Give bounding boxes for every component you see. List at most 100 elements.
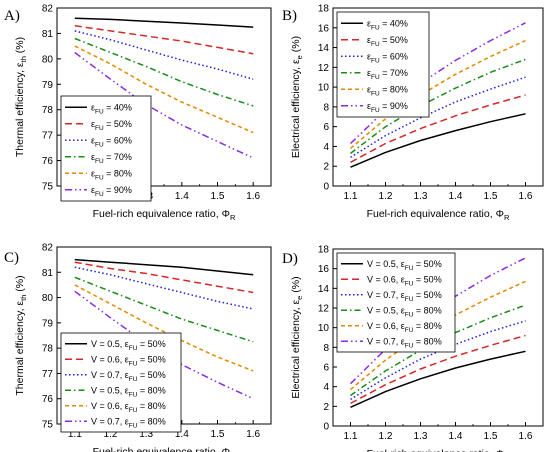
y-tick-label: 78 <box>42 105 54 116</box>
legend-box <box>60 332 182 433</box>
series-line <box>350 58 526 154</box>
y-axis-label: Electrical efficiency, εe (%) <box>290 36 304 158</box>
legend-entry: V = 0.5, εFU = 80% <box>367 305 442 318</box>
series-line <box>74 290 254 400</box>
panel-a: A)1.11.21.31.41.51.67576777879808182Fuel… <box>4 4 272 222</box>
legend-entry: V = 0.7, εFU = 50% <box>91 370 166 383</box>
x-tick-label: 1.2 <box>379 431 393 442</box>
x-tick-label: 1.4 <box>175 429 189 440</box>
legend-entry: εFU = 40% <box>91 102 132 115</box>
series-line <box>74 284 254 372</box>
y-tick-label: 12 <box>318 304 330 315</box>
panel-letter: B) <box>282 8 297 24</box>
legend-entry: εFU = 70% <box>367 68 408 81</box>
y-tick-label: 75 <box>42 182 54 193</box>
y-tick-label: 77 <box>42 131 54 142</box>
series-line <box>74 266 254 310</box>
y-tick-label: 14 <box>318 284 330 295</box>
legend-entry: V = 0.7, εFU = 50% <box>367 290 442 303</box>
x-tick-label: 1.1 <box>68 429 82 440</box>
legend-entry: εFU = 80% <box>91 168 132 181</box>
panel-d: D) 1.1 1.2 1.3 1.4 1.5 1.6 0 2 4 6 8 10 12 14 16 18 Fuel-… <box>282 245 544 452</box>
y-tick-label: 79 <box>42 318 54 329</box>
series-line <box>350 350 526 408</box>
legend-entry: εFU = 70% <box>91 152 132 165</box>
legend-box <box>336 252 456 353</box>
y-tick-label: 78 <box>42 344 54 355</box>
y-axis-label: Thermal efficiency, εth (%) <box>14 37 28 157</box>
x-tick-label: 1.5 <box>211 191 225 202</box>
y-tick-label: 81 <box>42 268 54 279</box>
legend-entry: εFU = 90% <box>91 185 132 198</box>
legend-box <box>60 95 152 202</box>
y-tick-label: 76 <box>42 394 54 405</box>
x-tick-label: 1.5 <box>211 429 225 440</box>
series-line <box>74 51 254 159</box>
y-tick-label: 18 <box>318 245 330 256</box>
legend-box <box>336 11 430 118</box>
y-tick-label: 82 <box>42 243 54 254</box>
series-line <box>350 39 526 149</box>
legend-entry: V = 0.6, εFU = 80% <box>91 401 166 414</box>
x-tick-label: 1.4 <box>449 431 463 442</box>
panel-letter: C) <box>4 250 19 266</box>
legend-entry: εFU = 60% <box>367 51 408 64</box>
y-tick-label: 82 <box>42 4 54 15</box>
panel-c: C) 1.1 1.2 1.3 1.4 1.5 1.6 75 76 77 78 79 80 81 82 Fuel… <box>4 243 272 452</box>
x-tick-label: 1.4 <box>449 191 463 202</box>
legend-entry: εFU = 50% <box>91 119 132 132</box>
y-tick-label: 4 <box>323 142 329 153</box>
y-tick-label: 2 <box>323 162 329 173</box>
y-tick-label: 77 <box>42 369 54 380</box>
legend-entry: V = 0.6, εFU = 50% <box>367 274 442 287</box>
y-tick-label: 80 <box>42 293 54 304</box>
series-line <box>74 261 254 294</box>
x-tick-label: 1.6 <box>246 429 260 440</box>
x-tick-label: 1.5 <box>484 431 498 442</box>
y-tick-label: 12 <box>318 63 330 74</box>
y-tick-label: 14 <box>318 43 330 54</box>
y-tick-label: 6 <box>323 122 329 133</box>
y-tick-label: 16 <box>318 264 330 275</box>
y-tick-label: 6 <box>323 363 329 374</box>
x-axis-label: Fuel-rich equivalence ratio, ΦR <box>367 448 510 452</box>
y-tick-label: 8 <box>323 102 329 113</box>
y-tick-label: 75 <box>42 420 54 431</box>
x-tick-label: 1.5 <box>484 191 498 202</box>
y-tick-label: 80 <box>42 54 54 65</box>
legend-entry: εFU = 90% <box>367 101 408 114</box>
x-axis-label: Fuel-rich equivalence ratio, ΦR <box>93 208 236 222</box>
y-axis-label: Thermal efficiency, εth (%) <box>14 275 28 395</box>
y-tick-label: 16 <box>318 23 330 34</box>
x-tick-label: 1.2 <box>379 191 393 202</box>
y-tick-label: 0 <box>323 422 329 433</box>
legend-entry: εFU = 50% <box>367 35 408 48</box>
y-tick-label: 8 <box>323 343 329 354</box>
panel-b: B) 1.1 1.2 1.3 1.4 1.5 1.6 0 2 4 6 8 10 12 14 16 18 Fuel-… <box>282 4 544 222</box>
legend-entry: V = 0.6, εFU = 80% <box>367 321 442 334</box>
x-tick-label: 1.3 <box>414 191 428 202</box>
series-line <box>350 94 526 163</box>
series-line <box>350 334 526 405</box>
x-tick-label: 1.3 <box>139 429 153 440</box>
y-tick-label: 10 <box>318 323 330 334</box>
y-tick-label: 81 <box>42 29 54 40</box>
y-tick-label: 18 <box>318 4 330 15</box>
legend-entry: V = 0.5, εFU = 50% <box>367 259 442 272</box>
x-tick-label: 1.1 <box>344 431 358 442</box>
x-tick-label: 1.6 <box>246 191 260 202</box>
x-tick-label: 1.6 <box>519 431 533 442</box>
y-tick-label: 10 <box>318 83 330 94</box>
legend-entry: V = 0.7, εFU = 80% <box>367 336 442 349</box>
legend-entry: εFU = 60% <box>91 135 132 148</box>
legend-entry: V = 0.6, εFU = 50% <box>91 354 166 367</box>
series-line <box>74 25 254 55</box>
y-axis-label: Electrical efficiency, εe (%) <box>290 276 304 398</box>
series-line <box>350 113 526 168</box>
y-tick-label: 76 <box>42 156 54 167</box>
legend-entry: εFU = 40% <box>367 18 408 31</box>
legend-entry: εFU = 80% <box>367 84 408 97</box>
legend-entry: V = 0.5, εFU = 50% <box>91 339 166 352</box>
y-tick-label: 4 <box>323 382 329 393</box>
x-tick-label: 1.4 <box>175 191 189 202</box>
